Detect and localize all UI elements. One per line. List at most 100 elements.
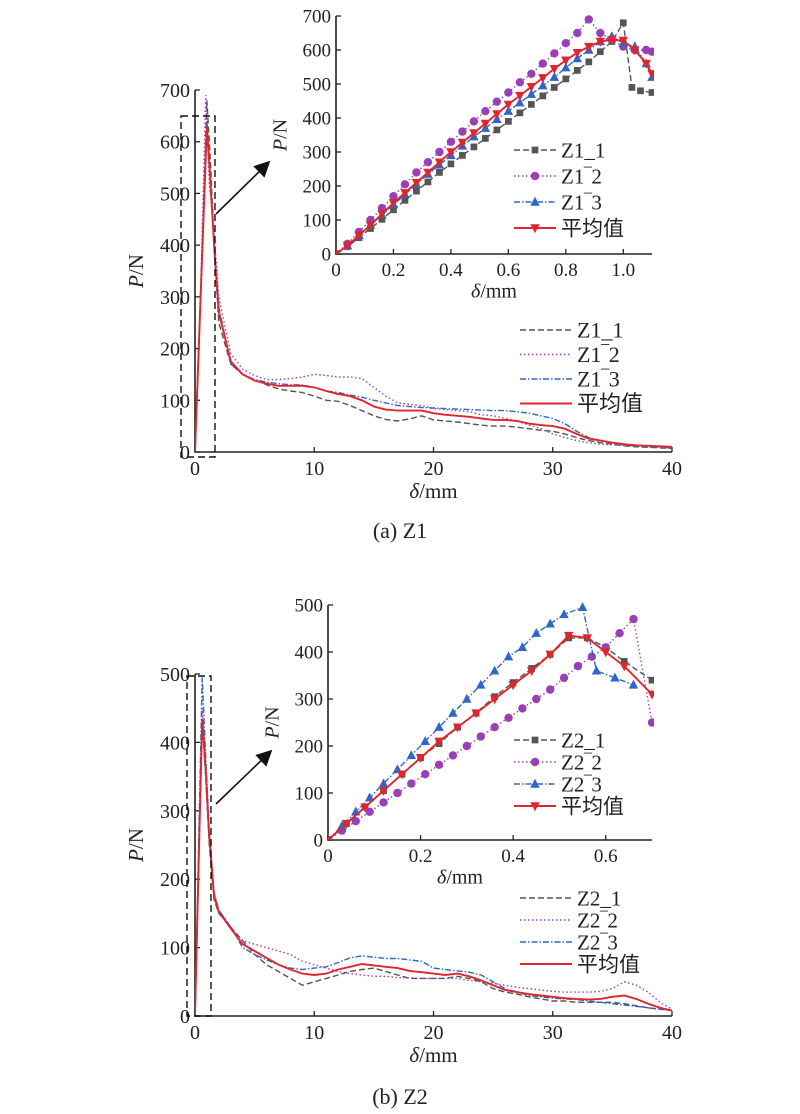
panel-a-main-legend-label: Z1‾2 bbox=[577, 342, 620, 367]
panel-a-inset-series-0-point bbox=[470, 143, 478, 151]
panel-a-inset-ytick-label: 600 bbox=[303, 41, 332, 62]
panel-a-inset-series-1-point bbox=[481, 107, 490, 116]
panel-b-main-ytick-label: 100 bbox=[160, 938, 190, 960]
panel-b-inset-series-2-point bbox=[545, 618, 555, 628]
panel-a-inset-series-3-point bbox=[549, 65, 560, 74]
panel-a-main-ytick-label: 600 bbox=[160, 132, 190, 154]
panel-a-inset-series-3-point bbox=[388, 199, 399, 209]
panel-b-main-xtick-label: 0 bbox=[190, 1022, 200, 1044]
panel-a-inset-series-0-point bbox=[637, 87, 644, 95]
panel-a-inset-series-2-point bbox=[549, 72, 560, 81]
panel-b-main-ytick-label: 0 bbox=[180, 1006, 190, 1028]
panel-b-inset-series-1-point bbox=[393, 788, 402, 798]
panel-b-inset-series-2-point bbox=[337, 820, 347, 830]
panel-b-inset-series-2-point bbox=[489, 665, 500, 675]
panel-b-inset-series-3-point bbox=[489, 695, 500, 705]
panel-b-inset-legend-label: Z2_1 bbox=[561, 728, 605, 752]
panel-a-inset-series-3-point bbox=[377, 210, 387, 220]
panel-a-inset-series-2-point bbox=[561, 62, 571, 72]
panel-b-inset-legend-marker bbox=[530, 757, 540, 767]
panel-b-inset-series-2-point bbox=[591, 665, 602, 675]
panel-a-main-xtick-label: 40 bbox=[662, 458, 682, 480]
panel-b-inset-series-3-point bbox=[378, 786, 389, 796]
panel-a-inset-ytick-label: 400 bbox=[303, 109, 332, 130]
panel-a-inset-series-3-point bbox=[515, 91, 525, 101]
panel-b-inset-series-1-point bbox=[587, 652, 597, 661]
panel-b-inset-series-3-point bbox=[601, 648, 611, 658]
panel-b-main-xtick-label: 20 bbox=[424, 1022, 444, 1044]
panel-a-inset-series-3-point bbox=[354, 231, 364, 241]
panel-b-inset-series-2-point bbox=[610, 672, 620, 682]
panel-a-main-chart: 0 100 200 300 400 500 600 700 0 10 20 30 40 δ/mm P/N Z1… bbox=[124, 80, 682, 503]
panel-a-inset-series-1-point bbox=[412, 168, 421, 177]
panel-b-main-legend-label: Z2_1 bbox=[577, 886, 621, 910]
panel-a-inset-legend-marker bbox=[531, 146, 539, 154]
panel-a-inset-xtick-label: 0.6 bbox=[496, 260, 520, 281]
zoom-arrow-a bbox=[215, 160, 271, 215]
panel-a-inset-series-0-point bbox=[596, 48, 604, 56]
panel-a-inset-series-3-point bbox=[400, 189, 410, 198]
panel-b-inset-series-3-point bbox=[471, 709, 481, 719]
panel-b-main-ytick-label: 400 bbox=[160, 732, 190, 754]
panel-b-inset-series-1-point bbox=[545, 685, 555, 694]
panel-a-inset-series-1-point bbox=[504, 88, 513, 97]
panel-b-inset-series-1-point bbox=[518, 704, 527, 713]
panel-a-inset-series-0-point bbox=[493, 126, 501, 134]
panel-a-inset-series-2-point bbox=[538, 80, 548, 90]
panel-b-main-ylabel: P/N bbox=[124, 828, 148, 863]
panel-a-inset-series-3-point bbox=[469, 129, 479, 139]
panel-a-inset-ytick-label: 0 bbox=[322, 245, 332, 266]
panel-a-inset-series-1-point bbox=[647, 47, 654, 56]
panel-a-inset-ytick-label: 200 bbox=[303, 177, 332, 198]
panel-b-inset-series-2-point bbox=[628, 679, 639, 689]
panel-a-inset-legend-label: 平均值 bbox=[561, 216, 624, 240]
panel-a-inset-series-1-point bbox=[515, 78, 525, 87]
panel-a-inset-series-0-point bbox=[628, 84, 636, 91]
panel-a-main-xtick-label: 20 bbox=[424, 458, 444, 480]
panel-a-inset-series-0-point bbox=[378, 215, 386, 223]
panel-b-inset-series-1-point bbox=[476, 732, 485, 741]
panel-a-inset-xtick-label: 0.8 bbox=[554, 260, 578, 281]
panel-a-inset-series-0-point bbox=[390, 206, 397, 214]
panel-a-inset-xtick-label: 0.4 bbox=[439, 260, 463, 281]
panel-b-inset-series-3-point bbox=[563, 631, 574, 641]
panel-b-main-legend-label: Z2‾3 bbox=[577, 930, 618, 954]
panel-b-inset-series-1-point bbox=[629, 614, 638, 624]
zoom-arrow-b bbox=[215, 749, 273, 805]
panel-a-inset-legend-label: Z1‾3 bbox=[561, 190, 602, 214]
panel-b-inset-series-1-point bbox=[647, 718, 654, 727]
panel-a-inset-legend-marker bbox=[530, 224, 540, 234]
panel-b-inset-series-1-point bbox=[448, 751, 458, 760]
panel-b-inset-series-1-point bbox=[379, 798, 388, 807]
panel-a-inset-xtick-label: 0.2 bbox=[382, 260, 406, 281]
panel-b-inset-series-3-point bbox=[508, 681, 518, 691]
panel-a-main-xlabel: δ/mm bbox=[409, 479, 457, 503]
panel-a-inset-series-3-point bbox=[630, 46, 640, 56]
panel-b-inset-series-3-point bbox=[434, 737, 444, 747]
panel-a-inset-series-0-point bbox=[562, 75, 570, 83]
panel-b-inset-series-2-point bbox=[420, 736, 430, 745]
panel-a-inset-chart: 0 100 200 300 400 500 600 700 0 0.2 0.4 0.6 0.8 1.0 δ/… bbox=[270, 7, 654, 303]
panel-b-inset-ytick-label: 0 bbox=[314, 831, 324, 852]
panel-a-inset-series-1-point bbox=[423, 158, 433, 167]
panel-a-inset-series-1-point bbox=[389, 192, 398, 201]
panel-b-inset-ytick-label: 100 bbox=[295, 784, 324, 805]
panel-a-inset-series-0-point bbox=[516, 109, 524, 117]
panel-b-inset-series-0-point bbox=[648, 676, 654, 684]
panel-b-inset-ytick-label: 200 bbox=[295, 737, 324, 758]
panel-a-main-ytick-label: 0 bbox=[180, 442, 190, 464]
panel-b-inset-ylabel: P/N bbox=[262, 706, 284, 739]
panel-a-main-xtick-label: 30 bbox=[543, 458, 563, 480]
panel-b-inset-series-1-point bbox=[407, 779, 416, 788]
panel-b-inset-series-3-point bbox=[341, 819, 352, 829]
panel-b-inset-series-1-point bbox=[504, 713, 513, 722]
panel-a-inset-xtick-label: 0 bbox=[331, 260, 341, 281]
panel-b-inset-series-1-point bbox=[365, 807, 374, 816]
panel-b-inset-series-1-point bbox=[532, 694, 541, 704]
panel-a-inset-series-3-point bbox=[584, 42, 594, 52]
zoom-box-a bbox=[180, 115, 216, 458]
panel-a-inset-legend-marker bbox=[530, 196, 540, 206]
panel-a-inset-series-3-point bbox=[365, 221, 376, 231]
panel-a-inset-series-3-point bbox=[618, 36, 628, 46]
